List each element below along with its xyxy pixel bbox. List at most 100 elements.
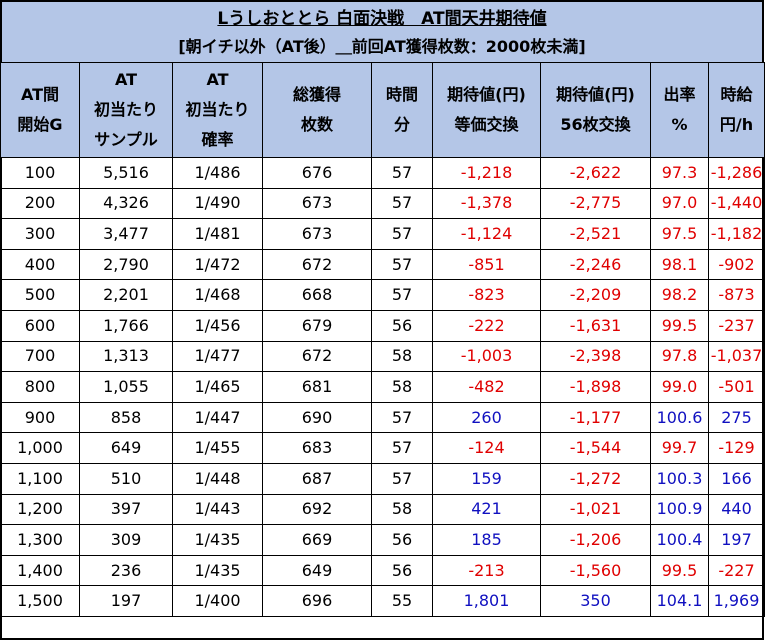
column-header: AT 初当たり 確率 <box>172 62 263 158</box>
table-cell: 649 <box>79 432 173 464</box>
table-cell: 159 <box>432 462 541 495</box>
table-cell: 1,000 <box>0 432 80 464</box>
table-cell: 57 <box>371 401 433 434</box>
table-cell: 1,055 <box>79 371 173 403</box>
table-cell: -129 <box>708 432 765 464</box>
table-cell: 98.1 <box>650 248 709 281</box>
table-cell: 97.5 <box>650 218 709 250</box>
column-header-line: 期待値(円) <box>556 85 635 104</box>
column-header: 期待値(円) 56枚交換 <box>540 62 651 158</box>
table-cell: 681 <box>262 371 372 403</box>
table-cell: 5,516 <box>79 157 173 189</box>
table-cell: 97.0 <box>650 187 709 220</box>
table-cell: 166 <box>708 462 765 495</box>
table-cell: 58 <box>371 340 433 373</box>
table-row: 400 2,790 1/472 672 57 -851 -2,246 98.1 -902 <box>0 248 765 281</box>
column-header-line: 確率 <box>201 130 234 149</box>
table-cell: 1/448 <box>172 462 263 495</box>
table-cell: 55 <box>371 585 433 617</box>
table-cell: -222 <box>432 309 541 342</box>
column-header-line: 時給 <box>720 85 753 104</box>
table-cell: 57 <box>371 157 433 189</box>
table-cell: 1/465 <box>172 371 263 403</box>
table-body: 100 5,516 1/486 676 57 -1,218 -2,622 97.3 -1,286… <box>0 157 765 617</box>
table-cell: 58 <box>371 371 433 403</box>
table-cell: 56 <box>371 309 433 342</box>
table-cell: 1/456 <box>172 309 263 342</box>
table-cell: 97.3 <box>650 157 709 189</box>
column-header-line: 出率 <box>663 85 696 104</box>
table-cell: 1,969 <box>708 585 765 617</box>
column-header: AT 初当たり サンプル <box>79 62 173 158</box>
table-cell: 99.5 <box>650 554 709 587</box>
table-row: 1,100 510 1/448 687 57 159 -1,272 100.3 166 <box>0 462 765 495</box>
table-cell: 649 <box>262 554 372 587</box>
table-row: 200 4,326 1/490 673 57 -1,378 -2,775 97.0 -1,440 <box>0 187 765 220</box>
table-cell: 57 <box>371 462 433 495</box>
column-header-line: 円/h <box>719 115 754 134</box>
table-row: 800 1,055 1/465 681 58 -482 -1,898 99.0 -501 <box>0 371 765 403</box>
table-cell: 676 <box>262 157 372 189</box>
table-cell: 57 <box>371 248 433 281</box>
table-cell: 397 <box>79 493 173 526</box>
table-cell: -1,560 <box>540 554 651 587</box>
table-cell: 57 <box>371 187 433 220</box>
table-cell: 98.2 <box>650 279 709 311</box>
table-cell: 309 <box>79 524 173 556</box>
table-row: 1,200 397 1/443 692 58 421 -1,021 100.9 440 <box>0 493 765 526</box>
table-row: 600 1,766 1/456 679 56 -222 -1,631 99.5 -237 <box>0 309 765 342</box>
table-cell: 275 <box>708 401 765 434</box>
table-cell: 1,500 <box>0 585 80 617</box>
expected-value-table: AT間 開始G AT 初当たり サンプル AT 初当たり 確率 総獲得 枚数 時間分期待値(円) 等価… <box>0 62 765 617</box>
table-cell: 100 <box>0 157 80 189</box>
column-header-line: 時間 <box>385 85 418 104</box>
table-cell: 300 <box>0 218 80 250</box>
table-cell: -1,272 <box>540 462 651 495</box>
column-header-line: 枚数 <box>300 115 333 134</box>
table-cell: -873 <box>708 279 765 311</box>
table-cell: 800 <box>0 371 80 403</box>
table-row: 1,300 309 1/435 669 56 185 -1,206 100.4 197 <box>0 524 765 556</box>
table-cell: 500 <box>0 279 80 311</box>
table-cell: 1/447 <box>172 401 263 434</box>
table-cell: -1,218 <box>432 157 541 189</box>
table-cell: 440 <box>708 493 765 526</box>
table-cell: -851 <box>432 248 541 281</box>
table-cell: 57 <box>371 432 433 464</box>
table-cell: 679 <box>262 309 372 342</box>
table-cell: 421 <box>432 493 541 526</box>
table-cell: 56 <box>371 554 433 587</box>
table-cell: -2,398 <box>540 340 651 373</box>
table-cell: 692 <box>262 493 372 526</box>
table-cell: -1,378 <box>432 187 541 220</box>
table-row: 1,400 236 1/435 649 56 -213 -1,560 99.5 -227 <box>0 554 765 587</box>
table-cell: 197 <box>708 524 765 556</box>
header-row: AT間 開始G AT 初当たり サンプル AT 初当たり 確率 総獲得 枚数 時間分期待値(円) 等価… <box>0 62 765 158</box>
table-cell: 99.0 <box>650 371 709 403</box>
table-cell: 350 <box>540 585 651 617</box>
column-header-line: AT <box>114 70 138 89</box>
table-cell: 99.5 <box>650 309 709 342</box>
column-header: 期待値(円) 等価交換 <box>432 62 541 158</box>
table-cell: -1,440 <box>708 187 765 220</box>
table-cell: 1/472 <box>172 248 263 281</box>
table-cell: -501 <box>708 371 765 403</box>
table-cell: -2,622 <box>540 157 651 189</box>
table-cell: 1,200 <box>0 493 80 526</box>
column-header-line: AT間 <box>20 85 60 104</box>
table-cell: 672 <box>262 340 372 373</box>
table-cell: -237 <box>708 309 765 342</box>
table-cell: 673 <box>262 218 372 250</box>
table-cell: 1/486 <box>172 157 263 189</box>
table-cell: 1/435 <box>172 554 263 587</box>
table-cell: -1,177 <box>540 401 651 434</box>
table-cell: -1,286 <box>708 157 765 189</box>
table-cell: -1,182 <box>708 218 765 250</box>
table-cell: 690 <box>262 401 372 434</box>
table-cell: -823 <box>432 279 541 311</box>
table-cell: 696 <box>262 585 372 617</box>
table-cell: -1,544 <box>540 432 651 464</box>
column-header: 総獲得 枚数 <box>262 62 372 158</box>
table-cell: -2,209 <box>540 279 651 311</box>
